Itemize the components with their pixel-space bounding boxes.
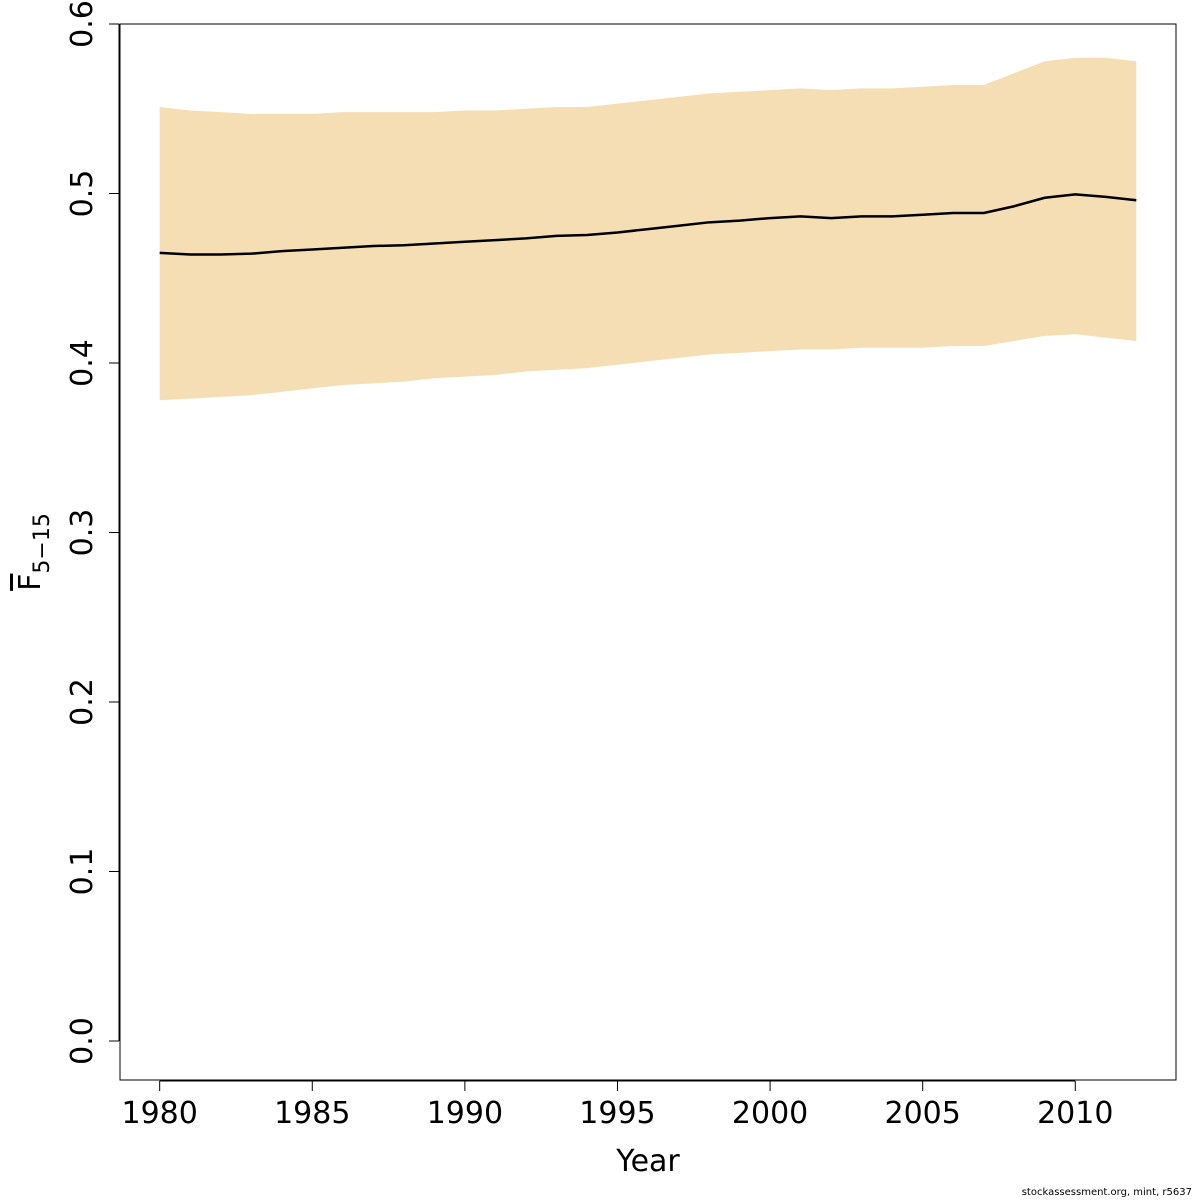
x-axis: 1980 1985 1990 1995 2000 2005 2010 [121, 1080, 1113, 1131]
y-axis-title-main: F [13, 574, 48, 591]
y-axis: 0.0 0.1 0.2 0.3 0.4 0.5 0.6 [65, 0, 120, 1065]
y-tick-label: 0.4 [65, 339, 100, 387]
x-tick-label: 2000 [732, 1096, 808, 1131]
y-tick-label: 0.6 [65, 0, 100, 48]
x-tick-label: 1985 [274, 1096, 350, 1131]
plot-frame [119, 23, 1177, 1081]
x-tick-label: 2005 [885, 1096, 961, 1131]
y-tick-label: 0.2 [65, 678, 100, 726]
x-tick-label: 1990 [427, 1096, 503, 1131]
footer-credit: stockassessment.org, mint, r5637 [1021, 1187, 1192, 1198]
lines-layer [159, 193, 1137, 256]
y-tick-label: 0.1 [65, 848, 100, 896]
x-tick-label: 1980 [121, 1096, 197, 1131]
y-tick-label: 0.3 [65, 509, 100, 557]
svg-text:F5−15: F5−15 [13, 513, 55, 591]
x-axis-title: Year [615, 1144, 680, 1179]
y-axis-title-sub: 5−15 [30, 513, 55, 573]
y-tick-label: 0.0 [65, 1017, 100, 1065]
x-tick-label: 2010 [1037, 1096, 1113, 1131]
x-tick-label: 1995 [579, 1096, 655, 1131]
y-axis-title: F5−15 [13, 513, 55, 591]
series-line [159, 193, 1137, 256]
y-tick-label: 0.5 [65, 170, 100, 218]
